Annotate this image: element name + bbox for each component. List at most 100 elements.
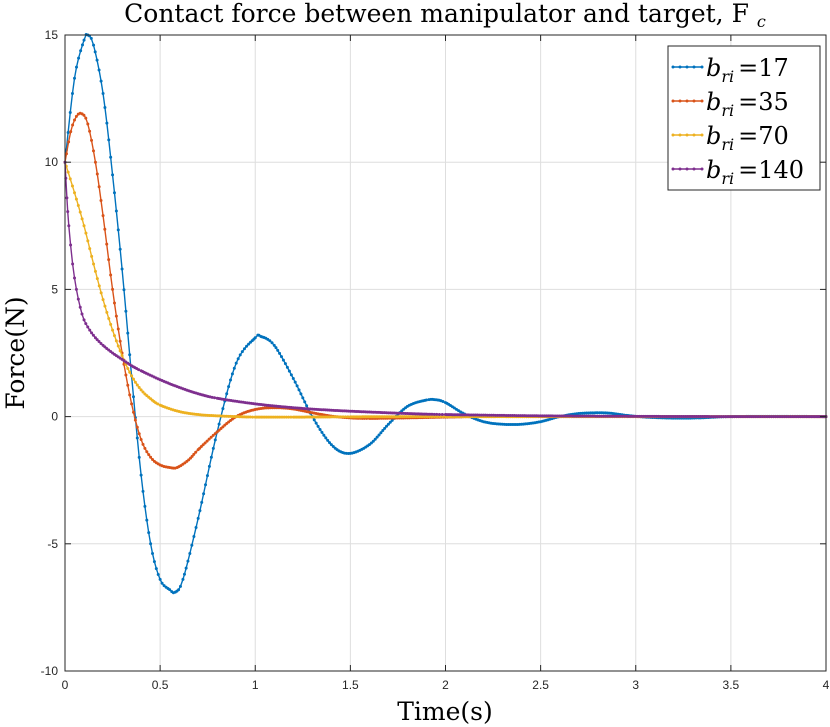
legend-swatch-marker [671,99,675,103]
series-point [217,422,221,426]
series-point [430,412,434,416]
series-point [204,483,208,487]
series-point [381,429,385,433]
series-point [312,418,316,422]
series-point [88,129,92,133]
series-point [211,446,215,450]
series-point [253,336,257,340]
series-point [295,384,299,388]
series-point [512,414,516,418]
series-point [97,284,101,288]
series-point [278,351,282,355]
series-point [156,402,160,406]
series-point [177,588,181,592]
legend-swatch-marker [678,65,682,69]
series-point [168,588,172,592]
series-point [97,68,101,72]
series-point [95,277,99,281]
series-point [107,138,111,142]
series-point [126,366,130,370]
series-140 [63,160,828,419]
legend-swatch-marker [692,133,696,137]
series-point [785,415,789,419]
series-point [339,415,343,419]
legend-swatch-marker [700,167,704,171]
legend-swatch-marker [678,167,682,171]
series-point [782,415,786,419]
series-point [112,301,116,305]
series-point [158,577,162,581]
series-point [93,336,97,340]
series-point [190,543,194,547]
series-point [133,418,137,422]
series-point [198,509,202,513]
series-point [68,177,72,181]
series-point [496,413,500,417]
series-point [423,415,426,419]
series-point [76,297,80,301]
series-point [194,450,198,454]
series-point [506,413,510,417]
legend-swatch-marker [678,133,682,137]
series-point [225,392,229,396]
series-point [124,373,128,377]
series-point [149,455,153,459]
series-point [160,581,164,585]
series-point [73,276,77,280]
series-point [330,415,334,419]
y-tick-label: 5 [51,282,58,296]
ticks: 0 0.5 1 1.5 2 2.5 3 3.5 4 -10 -5 0 5 10 15 [41,28,830,692]
series-point [120,267,124,271]
series-point [95,338,99,342]
series-point [320,430,324,434]
series-point [86,325,90,329]
y-tick-label: 0 [51,410,58,424]
series-point [149,542,153,546]
legend-swatch-marker [685,99,689,103]
series-point [105,310,109,314]
series-point [80,217,84,221]
series-point [749,415,753,419]
series-point [78,305,82,309]
series-point [116,228,120,232]
series-point [116,344,120,348]
series-point [89,36,93,40]
series-point [787,415,791,419]
series-point [124,309,128,313]
series-point [305,404,309,408]
y-tick-label: 15 [45,28,59,42]
series-point [74,197,78,201]
x-tick-label: 4 [823,678,830,692]
series-point [80,43,84,47]
series-point [139,388,143,392]
chart-title-subscript: c [757,12,766,31]
series-point [143,446,147,450]
series-point [130,402,134,406]
series-point [135,436,139,440]
series-point [131,377,135,381]
series-point [328,415,332,419]
series-point [120,354,124,358]
series-point [268,339,272,343]
series-point [430,415,434,419]
series-point [151,458,155,462]
series-point [126,331,130,335]
legend-entry-35: bri =35 [671,88,789,120]
series-point [236,357,240,361]
series-point [91,149,95,153]
series-point [111,287,115,291]
series-point [103,105,107,109]
series-point [122,288,126,292]
series-point [139,473,143,477]
series-point [332,415,336,419]
series-point [97,340,101,344]
series-point [67,224,71,228]
series-point [151,551,155,555]
series-point [322,433,326,437]
series-point [84,231,88,235]
series-point [769,415,773,419]
series-point [90,331,94,335]
series-point [71,262,75,266]
series-point [114,314,118,318]
